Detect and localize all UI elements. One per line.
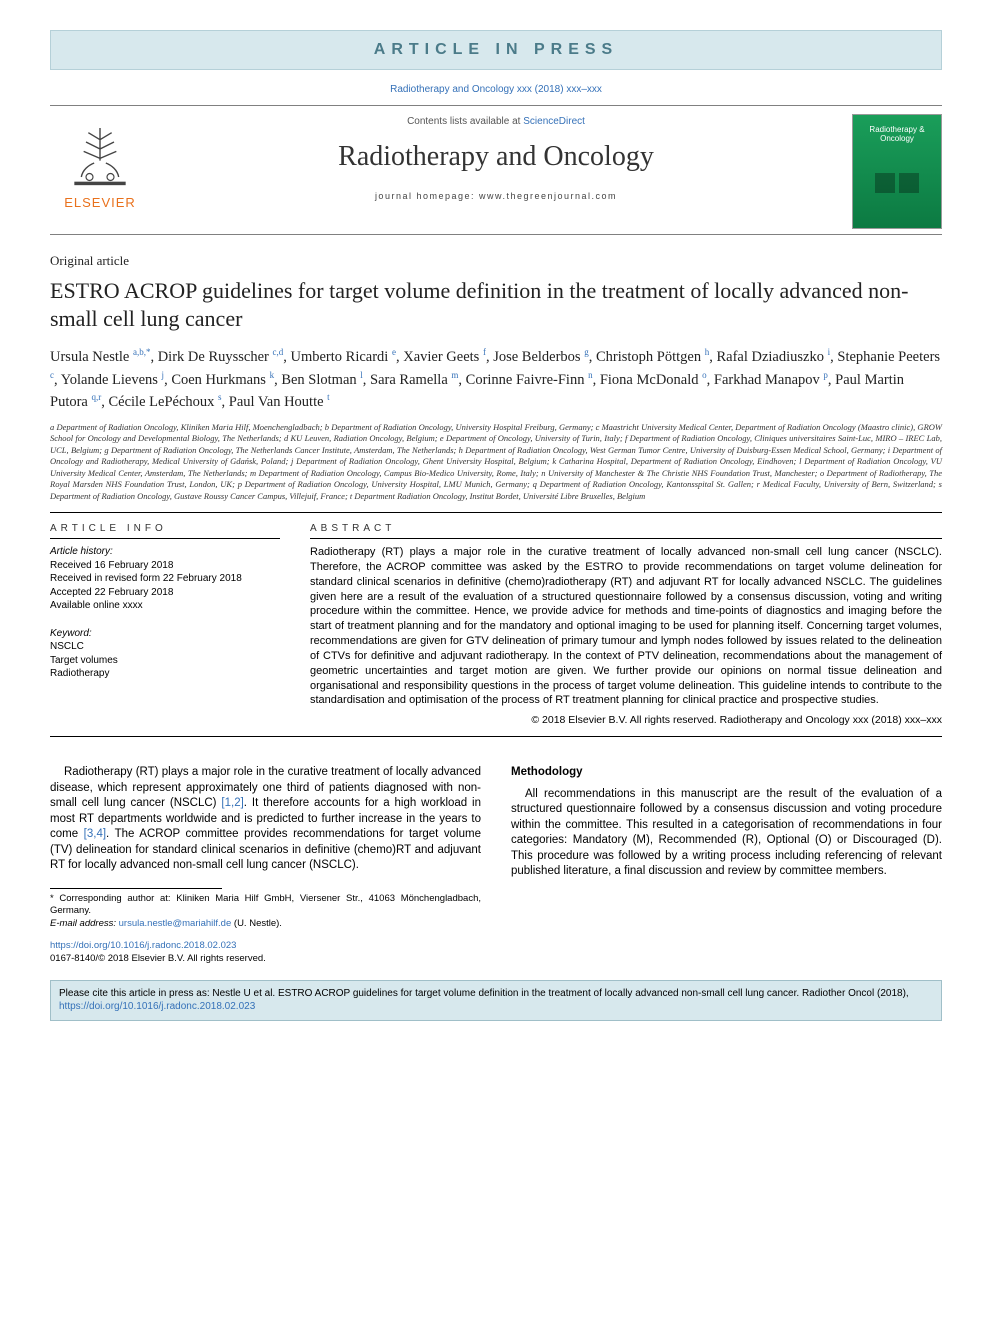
author-name: Xavier Geets (403, 349, 483, 365)
elsevier-logo: ELSEVIER (50, 118, 150, 223)
author-affiliation-sup[interactable]: c,d (272, 347, 283, 357)
keyword: Target volumes (50, 654, 280, 668)
author-affiliation-sup[interactable]: a,b,* (133, 347, 151, 357)
author-name: Paul Van Houtte (229, 394, 327, 410)
history-line: Available online xxxx (50, 599, 280, 613)
doi-link[interactable]: https://doi.org/10.1016/j.radonc.2018.02… (50, 940, 236, 951)
abstract-copyright: © 2018 Elsevier B.V. All rights reserved… (310, 714, 942, 726)
contents-line: Contents lists available at ScienceDirec… (160, 114, 832, 127)
email-paren: (U. Nestle). (231, 918, 282, 929)
citation-link[interactable]: Radiotherapy and Oncology xxx (2018) xxx… (390, 84, 602, 95)
ref-link[interactable]: [1,2] (221, 797, 243, 809)
journal-homepage: journal homepage: www.thegreenjournal.co… (160, 191, 832, 201)
elsevier-label: ELSEVIER (50, 195, 150, 210)
author-name: Ursula Nestle (50, 349, 133, 365)
author-name: Coen Hurkmans (171, 371, 269, 387)
article-in-press-banner: ARTICLE IN PRESS (50, 30, 942, 70)
affiliations: a Department of Radiation Oncology, Klin… (50, 422, 942, 502)
article-history: Article history: Received 16 February 20… (50, 545, 280, 613)
banner-text: ARTICLE IN PRESS (374, 41, 618, 58)
author-name: Fiona McDonald (600, 371, 702, 387)
article-info: ARTICLE INFO Article history: Received 1… (50, 523, 280, 726)
ref-link[interactable]: [3,4] (84, 828, 106, 840)
author-affiliation-sup[interactable]: t (327, 392, 330, 402)
keywords-block: Keyword: NSCLC Target volumes Radiothera… (50, 627, 280, 681)
keyword-label: Keyword: (50, 627, 280, 641)
author-name: Yolande Lievens (61, 371, 162, 387)
journal-title: Radiotherapy and Oncology (160, 141, 832, 173)
footnotes: * Corresponding author at: Kliniken Mari… (50, 893, 481, 930)
abstract-text: Radiotherapy (RT) plays a major role in … (310, 545, 942, 708)
corresponding-author: * Corresponding author at: Kliniken Mari… (50, 893, 481, 918)
abstract-section: ABSTRACT Radiotherapy (RT) plays a major… (310, 523, 942, 726)
issn-line: 0167-8140/© 2018 Elsevier B.V. All right… (50, 953, 481, 966)
author-name: Umberto Ricardi (290, 349, 391, 365)
email-link[interactable]: ursula.nestle@mariahilf.de (119, 918, 232, 929)
author-name: Ben Slotman (281, 371, 360, 387)
history-label: Article history: (50, 545, 280, 559)
author-name: Dirk De Ruysscher (158, 349, 273, 365)
article-info-heading: ARTICLE INFO (50, 523, 280, 539)
history-line: Received in revised form 22 February 201… (50, 572, 280, 586)
author-affiliation-sup[interactable]: q,r (91, 392, 101, 402)
article-type: Original article (50, 253, 942, 269)
author-name: Corinne Faivre-Finn (466, 371, 588, 387)
author-name: Stephanie Peeters (837, 349, 940, 365)
citation-line: Radiotherapy and Oncology xxx (2018) xxx… (50, 78, 942, 105)
methodology-paragraph: All recommendations in this manuscript a… (511, 787, 942, 880)
cite-box: Please cite this article in press as: Ne… (50, 980, 942, 1021)
contents-prefix: Contents lists available at (407, 116, 523, 127)
journal-header: ELSEVIER Radiotherapy & Oncology Content… (50, 105, 942, 235)
keyword: NSCLC (50, 640, 280, 654)
body-columns: Radiotherapy (RT) plays a major role in … (50, 765, 942, 965)
email-line: E-mail address: ursula.nestle@mariahilf.… (50, 918, 481, 930)
journal-cover-thumbnail: Radiotherapy & Oncology (852, 114, 942, 229)
cover-title: Radiotherapy & Oncology (857, 125, 937, 143)
body-right-column: Methodology All recommendations in this … (511, 765, 942, 965)
author-name: Cécile LePéchoux (108, 394, 218, 410)
para-text: . The ACROP committee provides recommend… (50, 828, 481, 871)
methodology-heading: Methodology (511, 765, 942, 781)
author-name: Jose Belderbos (493, 349, 584, 365)
keyword: Radiotherapy (50, 667, 280, 681)
cite-doi-link[interactable]: https://doi.org/10.1016/j.radonc.2018.02… (59, 1001, 255, 1012)
history-line: Accepted 22 February 2018 (50, 586, 280, 600)
author-name: Farkhad Manapov (714, 371, 824, 387)
doi-block: https://doi.org/10.1016/j.radonc.2018.02… (50, 940, 481, 966)
history-line: Received 16 February 2018 (50, 559, 280, 573)
sciencedirect-link[interactable]: ScienceDirect (523, 116, 585, 127)
author-name: Rafal Dziadiuszko (716, 349, 827, 365)
cite-text: Please cite this article in press as: Ne… (59, 988, 909, 999)
email-label: E-mail address: (50, 918, 119, 929)
body-left-column: Radiotherapy (RT) plays a major role in … (50, 765, 481, 965)
authors-list: Ursula Nestle a,b,*, Dirk De Ruysscher c… (50, 346, 942, 414)
abstract-heading: ABSTRACT (310, 523, 942, 539)
author-name: Christoph Pöttgen (596, 349, 705, 365)
article-title: ESTRO ACROP guidelines for target volume… (50, 277, 942, 332)
intro-paragraph: Radiotherapy (RT) plays a major role in … (50, 765, 481, 874)
elsevier-tree-icon (60, 118, 140, 193)
author-name: Sara Ramella (370, 371, 451, 387)
